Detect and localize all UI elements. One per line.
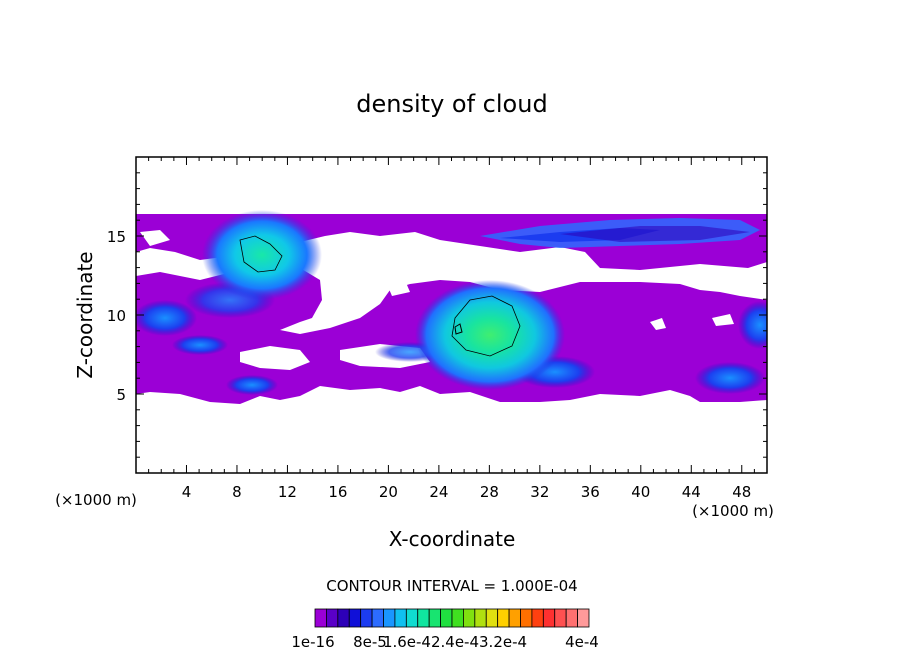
colorbar-swatch (565, 608, 578, 628)
x-unit-right: (×1000 m) (692, 502, 774, 520)
colorbar-swatch (451, 608, 464, 628)
y-axis: 5 10 15 (107, 172, 767, 458)
colorbar-swatch (394, 608, 407, 628)
x-tick-label: 12 (278, 483, 297, 501)
y-axis-label: Z-coordinate (73, 251, 97, 378)
x-tick-label: 24 (429, 483, 448, 501)
colorbar-swatch (337, 608, 350, 628)
x-tick-label: 48 (732, 483, 751, 501)
colorbar (314, 608, 590, 628)
x-axis: 4 8 12 16 20 24 28 32 36 40 44 48 (148, 157, 755, 501)
y-tick-label: 15 (107, 228, 126, 246)
x-tick-label: 28 (480, 483, 499, 501)
colorbar-tick-label: 1e-16 (291, 633, 334, 651)
y-tick-label: 10 (107, 307, 126, 325)
x-tick-label: 4 (182, 483, 192, 501)
colorbar-swatch (348, 608, 362, 628)
x-tick-label: 16 (328, 483, 347, 501)
contour-interval-label: CONTOUR INTERVAL = 1.000E-04 (326, 577, 577, 595)
colorbar-swatch (383, 608, 396, 628)
colorbar-swatch (326, 608, 339, 628)
colorbar-swatch (520, 608, 533, 628)
colorbar-swatch (463, 608, 476, 628)
colorbar-swatch (440, 608, 453, 628)
x-tick-label: 20 (379, 483, 398, 501)
colorbar-swatch (542, 608, 556, 628)
x-tick-label: 32 (530, 483, 549, 501)
colorbar-swatch (405, 608, 419, 628)
colorbar-swatch (360, 608, 373, 628)
colorbar-swatch (497, 608, 510, 628)
colorbar-swatch (417, 608, 430, 628)
colorbar-swatch (314, 608, 327, 628)
x-tick-label: 8 (232, 483, 242, 501)
cloud-core-b (415, 280, 565, 390)
colorbar-swatch (428, 608, 441, 628)
chart-title: density of cloud (356, 90, 547, 118)
x-tick-label: 40 (631, 483, 650, 501)
colorbar-swatch (577, 608, 590, 628)
y-tick-label: 5 (116, 386, 126, 404)
colorbar-labels: 1e-16 8e-51.6e-42.4e-43.2e-4 4e-4 (291, 633, 599, 651)
colorbar-swatch (371, 608, 384, 628)
colorbar-swatch (531, 608, 544, 628)
x-tick-label: 36 (581, 483, 600, 501)
x-unit-left: (×1000 m) (55, 491, 137, 509)
colorbar-swatch (485, 608, 499, 628)
colorbar-swatch (508, 608, 521, 628)
cloud-core-a (202, 210, 322, 300)
plot-area (136, 157, 767, 473)
colorbar-tick-label: 4e-4 (565, 633, 599, 651)
x-axis-label: X-coordinate (389, 527, 516, 551)
colorbar-tick-label: 8e-5 (353, 633, 387, 651)
x-tick-label: 44 (682, 483, 701, 501)
colorbar-swatch (474, 608, 487, 628)
colorbar-swatch (554, 608, 567, 628)
colorbar-tick-label: 1.6e-42.4e-43.2e-4 (383, 633, 527, 651)
